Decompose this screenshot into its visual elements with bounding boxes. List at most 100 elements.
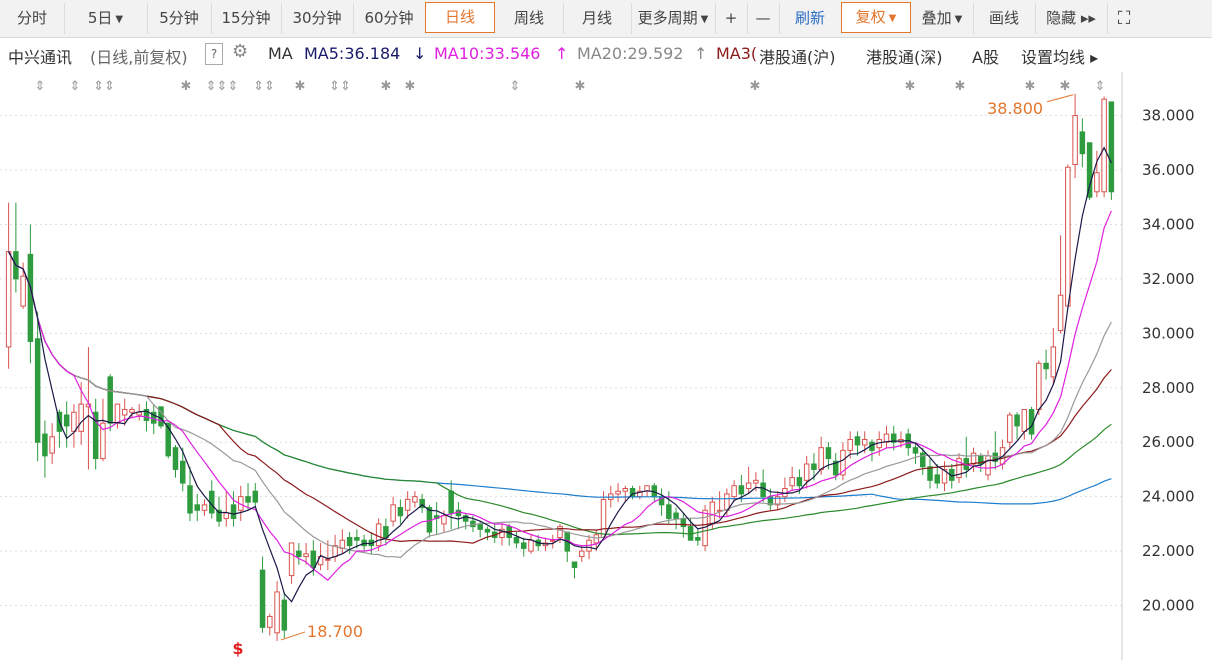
event-marker-icon: ✱ <box>405 79 416 94</box>
adjust-button-label: 复权 <box>855 8 886 26</box>
y-tick-label: 26.000 <box>1142 433 1195 451</box>
ma-settings-button[interactable]: 设置均线 ▸ <box>1021 48 1099 67</box>
gear-icon[interactable]: ⚙ <box>232 41 249 62</box>
event-marker-icon: ✱ <box>750 79 761 94</box>
expand-icon[interactable]: ⛶ <box>1117 8 1131 29</box>
candle-down <box>259 569 266 628</box>
candle-down <box>477 523 483 530</box>
kline-chart[interactable]: 38.000 36.000 34.000 32.000 30.000 28.000 26.0… <box>0 72 1212 660</box>
event-marker-icon: ✱ <box>955 79 966 94</box>
event-marker-icon: ✱ <box>181 79 192 94</box>
candle-down <box>179 460 186 484</box>
candle-down <box>927 466 933 481</box>
tab-5min[interactable]: 5分钟 <box>147 3 212 34</box>
tab-15min[interactable]: 15分钟 <box>211 3 282 34</box>
tab-30min[interactable]: 30分钟 <box>281 3 354 34</box>
ma5-line <box>8 146 1112 603</box>
candle-up <box>1072 115 1078 166</box>
candle-down <box>419 498 425 509</box>
candle-down <box>296 550 302 558</box>
candle-up <box>745 482 752 489</box>
caret-down-icon: ▼ <box>700 14 709 25</box>
refresh-button[interactable]: 刷新 <box>779 3 842 34</box>
tab-monthly-label: 月线 <box>581 9 612 27</box>
candle-down <box>42 433 48 457</box>
tab-daily-label: 日线 <box>444 8 475 26</box>
candle-down <box>187 485 193 514</box>
y-tick-label: 28.000 <box>1142 379 1195 397</box>
tab-60min[interactable]: 60分钟 <box>353 3 426 34</box>
candle-up <box>20 275 26 307</box>
hide-button-label: 隐藏 ▸▸ <box>1046 9 1096 27</box>
y-tick-label: 32.000 <box>1142 270 1195 288</box>
overlay-button[interactable]: 叠加 ▼ <box>911 3 974 34</box>
candle-up <box>709 501 716 525</box>
candle-up <box>579 550 585 558</box>
zoom-in-button[interactable]: + <box>715 3 748 34</box>
candle-down <box>695 537 701 541</box>
tab-monthly[interactable]: 月线 <box>563 3 632 34</box>
tab-more-periods[interactable]: 更多周期 ▼ <box>631 3 716 34</box>
help-icon[interactable]: ? <box>205 43 223 65</box>
candle-down <box>680 517 687 528</box>
candle-down <box>1043 362 1049 370</box>
candle-down <box>1014 414 1020 427</box>
ma30-value: MA3( <box>716 44 758 63</box>
candle-up <box>956 458 962 479</box>
candle-down <box>520 542 527 549</box>
candle-up <box>818 447 824 470</box>
hk-connect-sh[interactable]: 港股通(沪) <box>759 48 836 67</box>
candle-down <box>194 504 201 511</box>
candle-down <box>107 376 113 424</box>
y-tick-label: 34.000 <box>1142 215 1195 233</box>
ma5-value: MA5:36.184 <box>304 44 401 63</box>
candle-down <box>513 537 520 544</box>
zoom-out-button[interactable]: — <box>747 3 780 34</box>
candle-up <box>753 479 759 484</box>
hide-button[interactable]: 隐藏 ▸▸ <box>1035 3 1108 34</box>
candle-down <box>1079 131 1086 155</box>
candle-up <box>390 504 396 522</box>
tab-5min-label: 5分钟 <box>159 9 199 27</box>
caret-down-icon: ▼ <box>954 14 963 25</box>
candle-up <box>1065 166 1071 307</box>
candle-up <box>114 403 121 424</box>
candle-down <box>890 433 897 443</box>
ma-label[interactable]: MA <box>268 44 293 63</box>
candle-up <box>412 496 418 503</box>
tab-30min-label: 30分钟 <box>292 9 342 27</box>
candle-down <box>760 482 766 498</box>
candle-up <box>274 591 280 634</box>
low-price-label: 18.700 <box>307 622 363 641</box>
candle-down <box>1108 101 1115 193</box>
candle-down <box>919 452 926 468</box>
ma5-direction-icon: ↓ <box>413 44 427 63</box>
candle-up <box>731 485 737 498</box>
event-marker-icon: ✱ <box>1060 79 1071 94</box>
hk-connect-sz[interactable]: 港股通(深) <box>866 48 943 67</box>
tab-daily[interactable]: 日线 <box>425 2 495 33</box>
draw-line-button[interactable]: 画线 <box>973 3 1036 34</box>
adjust-button[interactable]: 复权 ▼ <box>841 2 911 33</box>
event-marker-icon: ✱ <box>905 79 916 94</box>
ma10-value: MA10:33.546 <box>434 44 541 63</box>
candle-down <box>310 550 317 568</box>
y-tick-label: 24.000 <box>1142 488 1195 506</box>
candle-up <box>970 452 977 465</box>
caret-down-icon: ▼ <box>888 13 897 24</box>
candle-down <box>92 411 99 460</box>
candle-up <box>1057 294 1064 332</box>
event-marker-icon: ⇕⇕ <box>93 79 115 94</box>
candle-up <box>1101 98 1107 193</box>
refresh-button-label: 刷新 <box>794 9 825 27</box>
high-arrow <box>1046 94 1074 103</box>
candle-up <box>100 422 106 460</box>
tab-intraday[interactable]: 分时 <box>0 3 65 34</box>
tab-5day[interactable]: 5日 ▼ <box>64 3 148 34</box>
event-marker-icon: ✱ <box>575 79 586 94</box>
a-share-link[interactable]: A股 <box>972 48 999 67</box>
candle-down <box>63 414 70 427</box>
candle-down <box>462 515 469 522</box>
tab-weekly[interactable]: 周线 <box>495 3 564 34</box>
candle-up <box>847 439 853 451</box>
